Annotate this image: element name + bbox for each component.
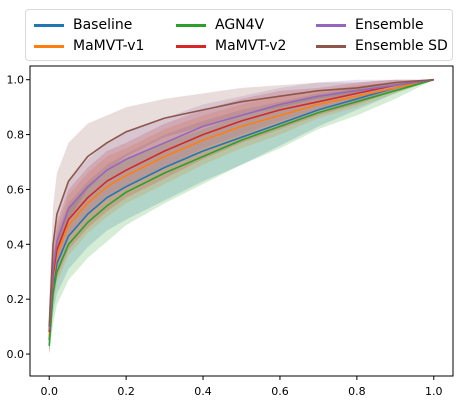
- plot-frame: [29, 65, 454, 377]
- legend-label: Ensemble SD: [355, 38, 448, 54]
- legend-swatch: [316, 44, 346, 48]
- y-tick-label: 0.0: [7, 348, 25, 361]
- y-tick-label: 0.8: [7, 129, 25, 142]
- baseline-band: [49, 79, 434, 355]
- x-tick-label: 0.4: [194, 385, 212, 398]
- mamvt-v1-line: [48, 78, 434, 338]
- legend-item-ensemble-sd: Ensemble SD: [316, 37, 448, 55]
- legend-item-agn4v: AGN4V: [176, 16, 264, 34]
- x-tick-label: 0.8: [348, 385, 366, 398]
- ensemble-sd-line: [48, 78, 434, 327]
- x-axis: 0.0 0.2 0.4 0.6 0.8 1.0: [40, 376, 443, 398]
- legend-swatch: [34, 44, 64, 48]
- legend-swatch: [316, 23, 346, 27]
- legend-item-baseline: Baseline: [34, 16, 132, 34]
- legend-item-mamvt-v1: MaMVT-v1: [34, 37, 144, 55]
- x-tick-label: 0.6: [271, 385, 289, 398]
- x-tick-label: 0.0: [40, 385, 58, 398]
- ensemble-band: [49, 79, 434, 352]
- legend-label: Baseline: [73, 17, 133, 33]
- x-tick-label: 0.2: [117, 385, 135, 398]
- legend-label: AGN4V: [215, 17, 265, 33]
- legend-item-mamvt-v2: MaMVT-v2: [176, 37, 286, 55]
- ensemble-line: [48, 78, 434, 330]
- mamvt-v1-band: [49, 79, 434, 355]
- y-tick-label: 0.4: [7, 238, 25, 251]
- legend-swatch: [34, 23, 64, 27]
- baseline-line: [48, 78, 434, 341]
- agn4v-line: [48, 78, 435, 346]
- legend-item-ensemble: Ensemble: [316, 16, 424, 34]
- mamvt-v2-line: [48, 78, 434, 333]
- mamvt-v2-band: [49, 79, 434, 355]
- y-tick-label: 0.6: [7, 183, 25, 196]
- y-tick-label: 1.0: [7, 74, 25, 87]
- legend: Baseline MaMVT-v1 AGN4V MaMVT-v2 Ensemble Ens…: [25, 9, 453, 61]
- legend-label: MaMVT-v1: [73, 38, 145, 54]
- legend-label: MaMVT-v2: [215, 38, 287, 54]
- agn4v-band: [49, 79, 434, 355]
- legend-swatch: [176, 44, 206, 48]
- y-axis: 0.0 0.2 0.4 0.6 0.8 1.0: [7, 74, 30, 361]
- x-tick-label: 1.0: [425, 385, 443, 398]
- legend-label: Ensemble: [355, 17, 424, 33]
- legend-swatch: [176, 23, 206, 27]
- confidence-bands: [49, 79, 434, 355]
- y-tick-label: 0.2: [7, 293, 25, 306]
- series-lines: [48, 78, 435, 346]
